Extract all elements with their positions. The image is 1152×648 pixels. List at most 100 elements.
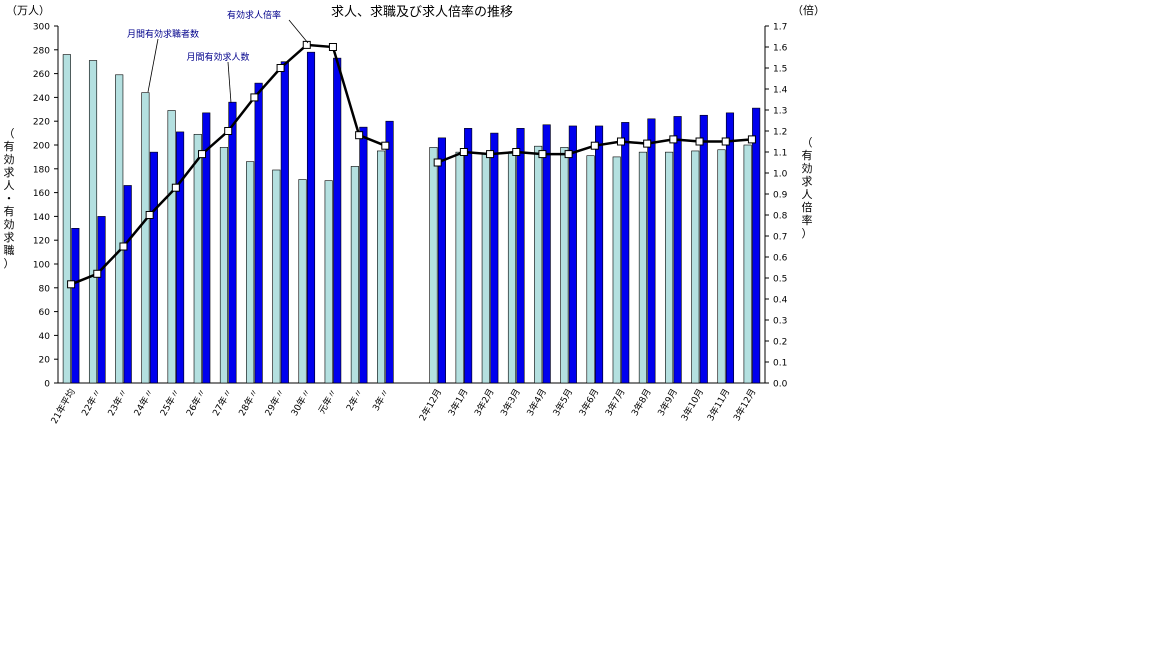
category-label: 25年〃 (157, 387, 182, 419)
ratio-point (721, 137, 730, 146)
left-tick-label: 260 (33, 70, 50, 80)
annotation-label: 月間有効求職者数 (127, 28, 199, 40)
right-tick-label: 1.5 (773, 65, 787, 75)
bar-job-offers (752, 107, 761, 384)
category-label: 3年1月 (445, 387, 470, 419)
right-tick-label: 1.7 (773, 23, 787, 33)
bar-job-seekers (350, 166, 359, 384)
bar-job-offers (333, 57, 342, 384)
right-tick-label: 0.3 (773, 317, 787, 327)
ratio-point (512, 148, 521, 156)
annotation-label: 有効求人倍率 (227, 9, 281, 21)
left-tick-label: 80 (39, 284, 51, 294)
bar-job-offers (673, 116, 682, 384)
left-tick-label: 160 (33, 189, 50, 199)
annotation-leader (147, 38, 159, 93)
left-axis-label-char: 効 (4, 152, 15, 166)
left-axis-unit: （万人） (6, 4, 50, 17)
category-label: 24年〃 (131, 387, 156, 419)
ratio-point (145, 211, 154, 219)
category-label: 27年〃 (210, 387, 235, 419)
bar-job-seekers (560, 147, 569, 384)
right-axis-label-char: 人 (802, 188, 813, 201)
right-tick-label: 1.1 (773, 149, 787, 159)
bar-job-offers (437, 137, 446, 384)
right-tick-label: 0.8 (773, 212, 788, 222)
ratio-point (224, 127, 233, 135)
left-axis-label-char: 有 (4, 204, 15, 218)
right-tick-label: 0.7 (773, 233, 787, 243)
ratio-point (119, 242, 128, 251)
bar-job-seekers (612, 156, 621, 384)
bar-job-seekers (743, 144, 752, 384)
category-label: 30年〃 (288, 387, 313, 419)
bar-job-offers (176, 131, 185, 384)
right-tick-label: 0.1 (773, 359, 787, 369)
right-axis-unit: （倍） (792, 3, 825, 17)
bar-job-offers (228, 101, 237, 384)
category-label: 元年〃 (316, 387, 340, 416)
right-axis-label-char: 倍 (802, 200, 813, 214)
right-tick-label: 1.3 (773, 107, 787, 117)
category-label: 2年〃 (343, 387, 365, 414)
bar-job-seekers (507, 153, 517, 384)
ratio-point (643, 139, 652, 148)
bar-job-offers (647, 118, 656, 384)
ratio-point (250, 93, 259, 102)
left-axis-label-char: 人 (4, 179, 15, 192)
bar-job-seekers (377, 150, 386, 384)
bar-job-seekers (193, 133, 202, 384)
category-label: 26年〃 (183, 387, 208, 419)
annotation-leader (288, 19, 309, 44)
category-label: 3年12月 (731, 387, 759, 423)
bar-job-offers (621, 122, 630, 384)
left-axis-label-char: 職 (4, 244, 15, 257)
category-label: 3年〃 (370, 387, 392, 414)
annotation-label: 月間有効求人数 (186, 51, 249, 63)
category-label: 3年8月 (629, 387, 654, 419)
bar-job-seekers (167, 110, 176, 384)
left-tick-label: 180 (33, 165, 50, 175)
bar-job-seekers (691, 150, 700, 384)
right-tick-label: 0.0 (773, 380, 788, 390)
bar-job-seekers (115, 74, 124, 384)
bar-job-offers (306, 51, 316, 384)
bar-job-seekers (246, 161, 255, 384)
bar-job-seekers (455, 151, 464, 384)
bar-job-offers (542, 124, 551, 384)
left-tick-label: 280 (33, 46, 50, 56)
bar-job-offers (97, 216, 106, 384)
right-axis-label-char: 率 (802, 213, 813, 227)
bar-job-seekers (88, 60, 98, 384)
bar-job-offers (280, 61, 289, 384)
bar-job-offers (516, 128, 525, 384)
bar-job-seekers (141, 92, 150, 384)
bar-job-offers (123, 185, 132, 384)
ratio-point (93, 269, 102, 278)
bar-job-seekers (219, 147, 229, 384)
category-label: 3年7月 (602, 387, 627, 419)
category-label: 22年〃 (79, 387, 104, 419)
left-axis-label-char: 有 (4, 139, 15, 153)
category-label: 3年3月 (498, 387, 523, 419)
ratio-point (564, 150, 573, 159)
ratio-point (302, 40, 311, 49)
bar-job-seekers (481, 153, 490, 384)
bar-job-seekers (638, 151, 647, 384)
right-axis-label-char: ） (802, 227, 813, 240)
bar-job-seekers (324, 180, 333, 384)
ratio-point (616, 137, 625, 146)
right-tick-label: 1.6 (773, 44, 788, 54)
left-tick-label: 40 (39, 332, 51, 342)
bar-job-seekers (665, 151, 674, 384)
category-label: 3年10月 (678, 387, 706, 423)
category-label: 3年11月 (704, 387, 732, 423)
right-tick-label: 1.2 (773, 128, 787, 138)
right-axis-label-char: 効 (802, 161, 813, 175)
ratio-point (695, 137, 704, 146)
ratio-point (276, 64, 285, 72)
bar-job-seekers (534, 145, 543, 384)
bar-job-seekers (586, 155, 595, 384)
right-tick-label: 0.2 (773, 338, 787, 348)
